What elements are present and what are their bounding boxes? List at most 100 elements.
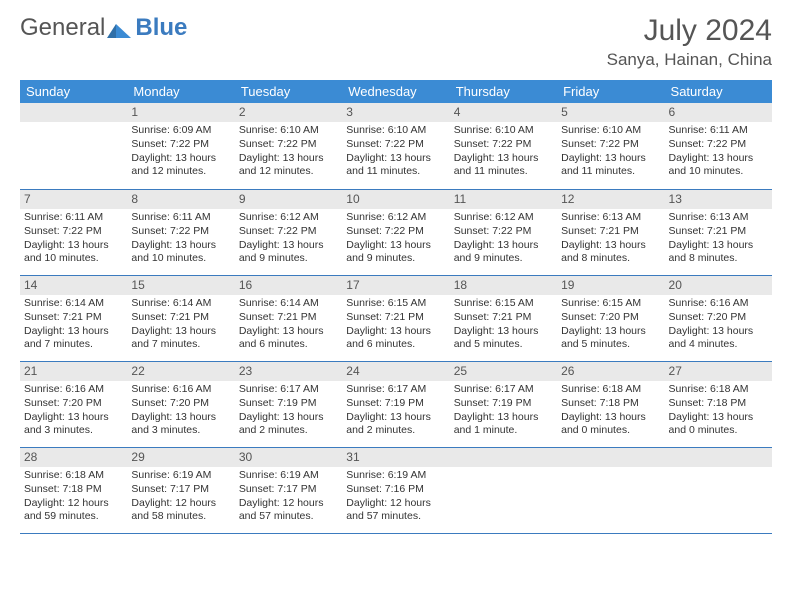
sunset-line: Sunset: 7:20 PM: [131, 397, 230, 410]
calendar-cell: 6Sunrise: 6:11 AMSunset: 7:22 PMDaylight…: [665, 103, 772, 189]
sunrise-line: Sunrise: 6:19 AM: [346, 469, 445, 482]
sunset-line: Sunset: 7:22 PM: [346, 225, 445, 238]
sunset-line: Sunset: 7:22 PM: [239, 138, 338, 151]
sunrise-line: Sunrise: 6:19 AM: [131, 469, 230, 482]
calendar-cell: 21Sunrise: 6:16 AMSunset: 7:20 PMDayligh…: [20, 361, 127, 447]
calendar-cell: 30Sunrise: 6:19 AMSunset: 7:17 PMDayligh…: [235, 447, 342, 533]
sunrise-line: Sunrise: 6:11 AM: [131, 211, 230, 224]
day-number: 13: [665, 190, 772, 209]
daylight-line: Daylight: 13 hours and 7 minutes.: [24, 325, 123, 351]
day-header: Monday: [127, 80, 234, 103]
day-number: 18: [450, 276, 557, 295]
sunset-line: Sunset: 7:22 PM: [346, 138, 445, 151]
daylight-line: Daylight: 13 hours and 9 minutes.: [239, 239, 338, 265]
day-number: 25: [450, 362, 557, 381]
sunrise-line: Sunrise: 6:17 AM: [454, 383, 553, 396]
sunset-line: Sunset: 7:18 PM: [561, 397, 660, 410]
day-content: Sunrise: 6:18 AMSunset: 7:18 PMDaylight:…: [20, 467, 127, 529]
day-number: 22: [127, 362, 234, 381]
day-number-empty: [665, 448, 772, 467]
header: General Blue July 2024 Sanya, Hainan, Ch…: [20, 14, 772, 70]
calendar-table: SundayMondayTuesdayWednesdayThursdayFrid…: [20, 80, 772, 534]
daylight-line: Daylight: 13 hours and 11 minutes.: [346, 152, 445, 178]
calendar-cell: 3Sunrise: 6:10 AMSunset: 7:22 PMDaylight…: [342, 103, 449, 189]
day-number-empty: [450, 448, 557, 467]
sunset-line: Sunset: 7:22 PM: [454, 138, 553, 151]
daylight-line: Daylight: 13 hours and 2 minutes.: [346, 411, 445, 437]
day-number: 14: [20, 276, 127, 295]
sunrise-line: Sunrise: 6:14 AM: [131, 297, 230, 310]
day-content: Sunrise: 6:10 AMSunset: 7:22 PMDaylight:…: [557, 122, 664, 184]
day-number: 12: [557, 190, 664, 209]
daylight-line: Daylight: 13 hours and 10 minutes.: [131, 239, 230, 265]
day-content: Sunrise: 6:14 AMSunset: 7:21 PMDaylight:…: [127, 295, 234, 357]
daylight-line: Daylight: 12 hours and 57 minutes.: [346, 497, 445, 523]
day-content: Sunrise: 6:15 AMSunset: 7:21 PMDaylight:…: [450, 295, 557, 357]
day-content: Sunrise: 6:16 AMSunset: 7:20 PMDaylight:…: [127, 381, 234, 443]
daylight-line: Daylight: 12 hours and 59 minutes.: [24, 497, 123, 523]
sunrise-line: Sunrise: 6:12 AM: [454, 211, 553, 224]
sunrise-line: Sunrise: 6:09 AM: [131, 124, 230, 137]
calendar-cell: 14Sunrise: 6:14 AMSunset: 7:21 PMDayligh…: [20, 275, 127, 361]
calendar-cell: 4Sunrise: 6:10 AMSunset: 7:22 PMDaylight…: [450, 103, 557, 189]
calendar-cell: 1Sunrise: 6:09 AMSunset: 7:22 PMDaylight…: [127, 103, 234, 189]
sunrise-line: Sunrise: 6:11 AM: [669, 124, 768, 137]
day-content: Sunrise: 6:11 AMSunset: 7:22 PMDaylight:…: [127, 209, 234, 271]
day-number-empty: [557, 448, 664, 467]
sunrise-line: Sunrise: 6:16 AM: [669, 297, 768, 310]
day-content: Sunrise: 6:11 AMSunset: 7:22 PMDaylight:…: [20, 209, 127, 271]
day-header: Tuesday: [235, 80, 342, 103]
day-header: Saturday: [665, 80, 772, 103]
calendar-cell: 20Sunrise: 6:16 AMSunset: 7:20 PMDayligh…: [665, 275, 772, 361]
sunset-line: Sunset: 7:18 PM: [24, 483, 123, 496]
daylight-line: Daylight: 13 hours and 1 minute.: [454, 411, 553, 437]
day-number: 5: [557, 103, 664, 122]
sunrise-line: Sunrise: 6:10 AM: [454, 124, 553, 137]
calendar-cell: [665, 447, 772, 533]
day-content: Sunrise: 6:09 AMSunset: 7:22 PMDaylight:…: [127, 122, 234, 184]
sunset-line: Sunset: 7:22 PM: [131, 138, 230, 151]
daylight-line: Daylight: 13 hours and 3 minutes.: [131, 411, 230, 437]
calendar-cell: 17Sunrise: 6:15 AMSunset: 7:21 PMDayligh…: [342, 275, 449, 361]
sunrise-line: Sunrise: 6:13 AM: [669, 211, 768, 224]
sunset-line: Sunset: 7:22 PM: [454, 225, 553, 238]
calendar-cell: 10Sunrise: 6:12 AMSunset: 7:22 PMDayligh…: [342, 189, 449, 275]
day-number: 8: [127, 190, 234, 209]
calendar-cell: 29Sunrise: 6:19 AMSunset: 7:17 PMDayligh…: [127, 447, 234, 533]
day-number: 7: [20, 190, 127, 209]
sunrise-line: Sunrise: 6:14 AM: [239, 297, 338, 310]
calendar-cell: 13Sunrise: 6:13 AMSunset: 7:21 PMDayligh…: [665, 189, 772, 275]
calendar-cell: [20, 103, 127, 189]
day-number: 21: [20, 362, 127, 381]
sunrise-line: Sunrise: 6:16 AM: [24, 383, 123, 396]
sunset-line: Sunset: 7:21 PM: [454, 311, 553, 324]
sunset-line: Sunset: 7:19 PM: [239, 397, 338, 410]
day-number: 20: [665, 276, 772, 295]
day-number: 3: [342, 103, 449, 122]
sunrise-line: Sunrise: 6:18 AM: [669, 383, 768, 396]
daylight-line: Daylight: 13 hours and 5 minutes.: [454, 325, 553, 351]
daylight-line: Daylight: 13 hours and 6 minutes.: [346, 325, 445, 351]
daylight-line: Daylight: 13 hours and 10 minutes.: [24, 239, 123, 265]
day-content: Sunrise: 6:15 AMSunset: 7:21 PMDaylight:…: [342, 295, 449, 357]
day-content: Sunrise: 6:19 AMSunset: 7:16 PMDaylight:…: [342, 467, 449, 529]
title-block: July 2024 Sanya, Hainan, China: [607, 14, 772, 70]
daylight-line: Daylight: 12 hours and 58 minutes.: [131, 497, 230, 523]
day-number-empty: [20, 103, 127, 122]
calendar-cell: 7Sunrise: 6:11 AMSunset: 7:22 PMDaylight…: [20, 189, 127, 275]
day-number: 17: [342, 276, 449, 295]
day-header: Thursday: [450, 80, 557, 103]
day-content: Sunrise: 6:13 AMSunset: 7:21 PMDaylight:…: [557, 209, 664, 271]
sunset-line: Sunset: 7:21 PM: [346, 311, 445, 324]
calendar-cell: 19Sunrise: 6:15 AMSunset: 7:20 PMDayligh…: [557, 275, 664, 361]
day-content: Sunrise: 6:12 AMSunset: 7:22 PMDaylight:…: [342, 209, 449, 271]
sunset-line: Sunset: 7:17 PM: [239, 483, 338, 496]
day-number: 27: [665, 362, 772, 381]
day-content: Sunrise: 6:16 AMSunset: 7:20 PMDaylight:…: [665, 295, 772, 357]
sunset-line: Sunset: 7:22 PM: [561, 138, 660, 151]
day-number: 10: [342, 190, 449, 209]
logo-text-general: General: [20, 14, 105, 42]
calendar-cell: 28Sunrise: 6:18 AMSunset: 7:18 PMDayligh…: [20, 447, 127, 533]
day-content: Sunrise: 6:14 AMSunset: 7:21 PMDaylight:…: [235, 295, 342, 357]
day-header: Wednesday: [342, 80, 449, 103]
